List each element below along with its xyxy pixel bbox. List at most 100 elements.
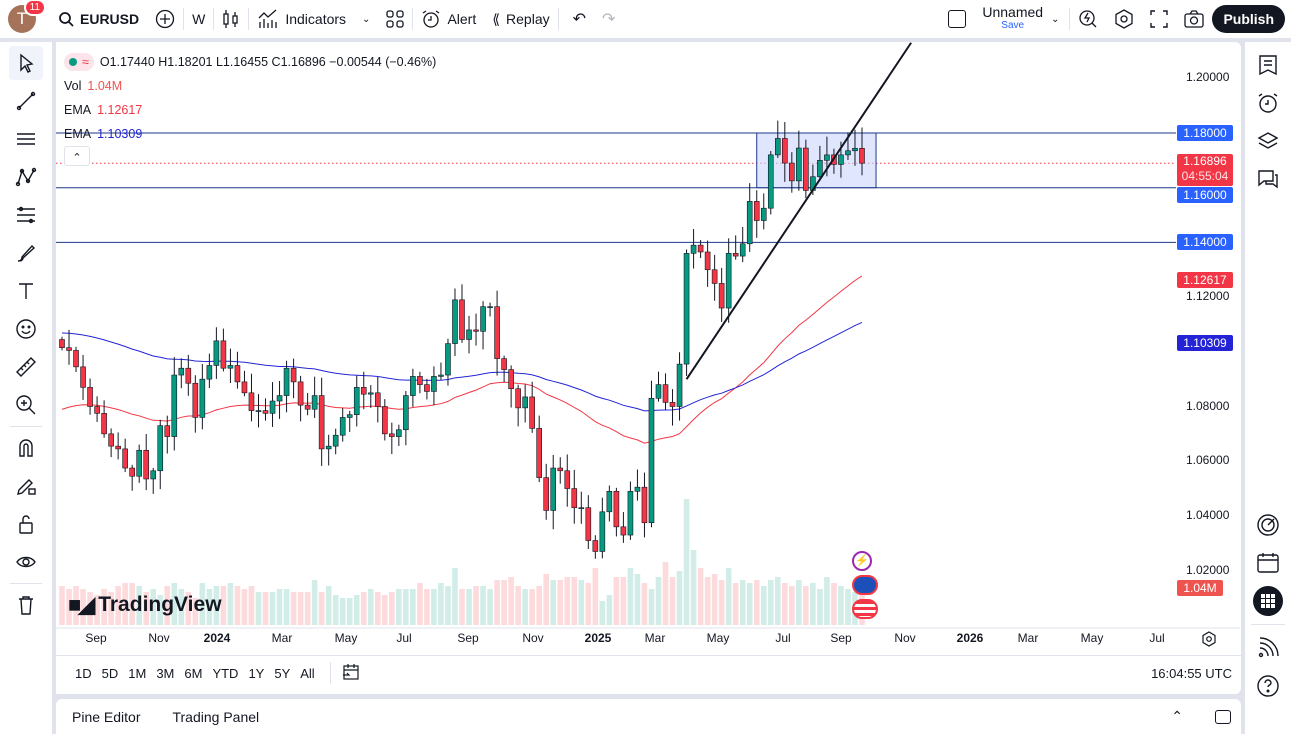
ideas-button[interactable] [1253,510,1283,540]
consolidation-box [756,132,877,189]
alerts-button[interactable] [1253,88,1283,118]
quick-search-button[interactable] [1070,0,1106,38]
candle-body [241,381,248,394]
grid-icon [386,10,405,28]
magnet-tool[interactable] [9,431,43,465]
volume-bar [424,589,430,625]
replay-button[interactable]: ⟪ Replay [492,10,550,28]
hide-drawings-tool[interactable] [9,545,43,579]
signals-button[interactable] [1253,633,1283,663]
collapse-legend-button[interactable]: ⌃ [64,146,90,166]
range-button-ytd[interactable]: YTD [212,665,239,681]
candle-body [262,410,269,414]
volume-bar [606,595,613,625]
calendar-button[interactable] [1253,548,1283,578]
chart-legend: ≈ O1.17440 H1.18201 L1.16455 C1.16896 −0.… [64,50,436,166]
cursor-tool[interactable] [9,46,43,80]
symbol-search[interactable]: EURUSD [50,0,147,38]
eu-flag-icon[interactable] [852,575,878,595]
stay-in-drawing-tool[interactable] [9,469,43,503]
fib-tool[interactable] [9,198,43,232]
indicators-button[interactable]: Indicators ⌄ [249,0,378,38]
interval-button[interactable]: W [192,11,206,27]
time-tick: May [706,631,730,645]
watchlist-button[interactable] [1253,50,1283,80]
range-button-3m[interactable]: 3M [156,665,175,681]
compare-button[interactable] [147,0,183,38]
clock-timezone[interactable]: 16:04:55 UTC [1151,665,1232,681]
help-button[interactable] [1253,671,1283,701]
zoom-in-icon [16,395,36,415]
alert-button[interactable]: Alert [413,0,484,38]
remove-drawings-tool[interactable] [9,588,43,622]
volume-bar [817,589,823,625]
zoom-tool[interactable] [9,388,43,422]
time-tick: Sep [85,631,107,645]
layout-name-button[interactable]: Unnamed Save [982,4,1044,31]
lightning-event-icon[interactable]: ⚡ [852,551,872,571]
range-button-5y[interactable]: 5Y [274,665,291,681]
layout-toggle[interactable] [940,0,974,38]
templates-button[interactable] [378,0,412,38]
candle-body [396,429,402,437]
undo-icon: ↶ [572,11,587,28]
maximize-panel-button[interactable] [1215,709,1231,724]
volume-bar [473,586,479,625]
publish-button[interactable]: Publish [1212,5,1285,33]
volume-bar [157,595,164,625]
expand-panel-button[interactable]: ⌃ [1171,708,1183,724]
volume-bar [108,592,114,625]
products-button[interactable] [1253,586,1283,616]
object-tree-button[interactable] [1253,126,1283,156]
brush-tool[interactable] [9,236,43,270]
text-tool[interactable] [9,274,43,308]
pattern-tool[interactable] [9,160,43,194]
chats-button[interactable] [1253,164,1283,194]
avatar[interactable]: T 11 [8,0,46,33]
volume-bar [810,583,816,625]
candle-body [683,253,690,365]
chart-type-button[interactable] [214,0,248,38]
tab-pine-editor[interactable]: Pine Editor [72,708,141,725]
market-status-pill[interactable]: ≈ [64,53,94,71]
chevron-down-icon[interactable]: ⌄ [1051,13,1060,25]
trendline-tool[interactable] [9,84,43,118]
goto-date-button[interactable] [341,662,361,685]
candle-body [606,490,613,513]
brush-icon [17,244,36,262]
candle-body [739,243,746,257]
candle-body [360,387,367,395]
settings-button[interactable] [1106,0,1142,38]
candle-body [403,395,409,431]
axis-settings-button[interactable] [1201,631,1217,650]
lock-drawings-tool[interactable] [9,507,43,541]
candle-body [445,343,451,376]
screenshot-button[interactable] [1176,0,1212,38]
candle-body [143,449,150,480]
us-flag-icon[interactable] [852,599,878,619]
range-button-1d[interactable]: 1D [75,665,92,681]
volume-bar [599,601,606,625]
range-button-6m[interactable]: 6M [184,665,203,681]
volume-bar [290,592,297,625]
ohlc-values: O1.17440 H1.18201 L1.16455 C1.16896 −0.0… [99,55,437,69]
measure-tool[interactable] [9,350,43,384]
tab-trading-panel[interactable]: Trading Panel [172,708,260,725]
chart-pane[interactable] [56,42,1241,694]
range-button-all[interactable]: All [300,665,315,681]
tv-logo-icon: ■◢ [68,592,95,617]
range-button-1y[interactable]: 1Y [248,665,265,681]
emoji-tool[interactable] [9,312,43,346]
range-button-1m[interactable]: 1M [128,665,147,681]
tradingview-logo[interactable]: ■◢ TradingView [68,592,222,617]
redo-button[interactable]: ↷ [594,0,623,38]
time-tick: Mar [644,631,666,645]
horizontal-lines-tool[interactable] [9,122,43,156]
fullscreen-button[interactable] [1142,0,1176,38]
divider [329,662,331,684]
volume-bar [641,583,648,625]
range-button-5d[interactable]: 5D [101,665,119,681]
undo-button[interactable]: ↶ [565,0,594,38]
pattern-icon [15,167,37,187]
